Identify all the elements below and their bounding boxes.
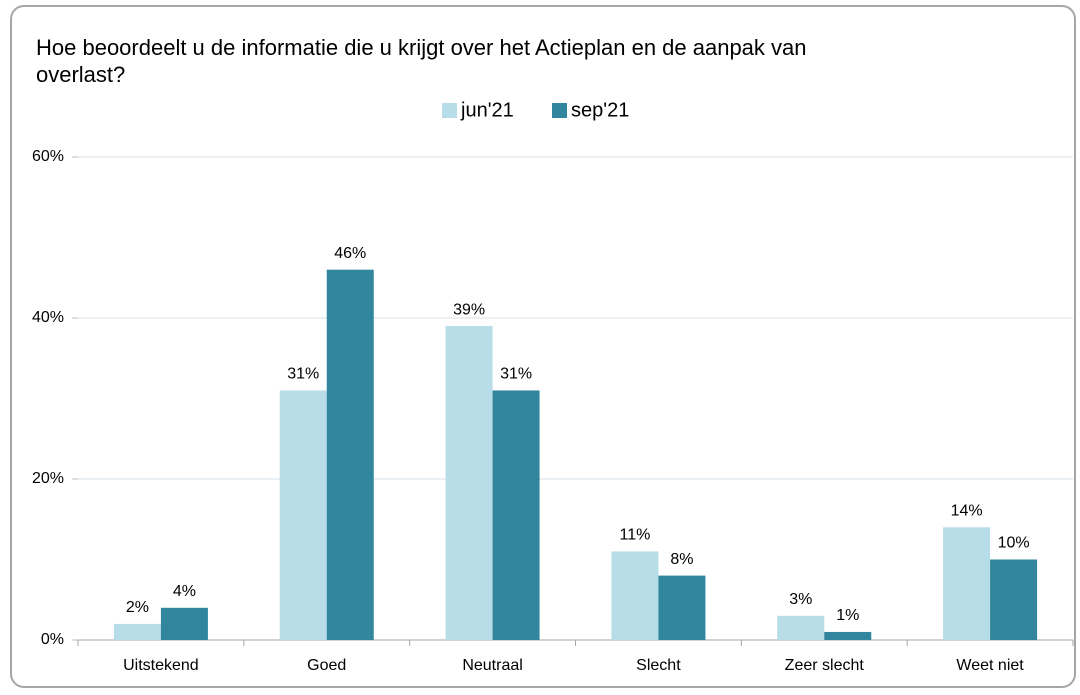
- y-tick-label: 0%: [41, 631, 64, 648]
- y-tick-label: 60%: [32, 148, 64, 165]
- bar: [160, 607, 208, 640]
- chart-frame: [10, 5, 1076, 688]
- y-tick-label: 40%: [32, 309, 64, 326]
- bar: [326, 269, 374, 640]
- data-label: 8%: [670, 551, 693, 568]
- data-label: 14%: [951, 503, 983, 520]
- legend-swatch: [552, 103, 567, 118]
- bar: [658, 575, 706, 640]
- bar: [492, 390, 540, 640]
- bar: [824, 631, 872, 640]
- data-label: 1%: [836, 607, 859, 624]
- data-label: 2%: [126, 599, 149, 616]
- x-tick-label: Goed: [307, 657, 346, 674]
- bar: [611, 551, 659, 640]
- bar: [279, 390, 327, 640]
- data-label: 39%: [453, 301, 485, 318]
- bar: [990, 559, 1038, 640]
- bar: [943, 527, 991, 640]
- y-tick-label: 20%: [32, 470, 64, 487]
- x-tick-label: Zeer slecht: [785, 657, 865, 674]
- x-tick-label: Weet niet: [956, 657, 1024, 674]
- x-tick-label: Uitstekend: [123, 657, 199, 674]
- bar: [113, 623, 161, 640]
- x-tick-label: Neutraal: [462, 657, 522, 674]
- data-label: 10%: [998, 535, 1030, 552]
- data-label: 3%: [789, 591, 812, 608]
- legend-label: sep'21: [571, 99, 629, 121]
- x-tick-label: Slecht: [636, 657, 681, 674]
- chart-title: Hoe beoordeelt u de informatie die u kri…: [36, 35, 807, 87]
- data-label: 46%: [334, 245, 366, 262]
- legend-label: jun'21: [460, 99, 514, 121]
- bar: [445, 326, 493, 640]
- data-label: 31%: [287, 366, 319, 383]
- legend-swatch: [442, 103, 457, 118]
- data-label: 11%: [619, 527, 650, 544]
- data-label: 4%: [173, 583, 196, 600]
- bar: [777, 615, 825, 640]
- data-label: 31%: [500, 366, 532, 383]
